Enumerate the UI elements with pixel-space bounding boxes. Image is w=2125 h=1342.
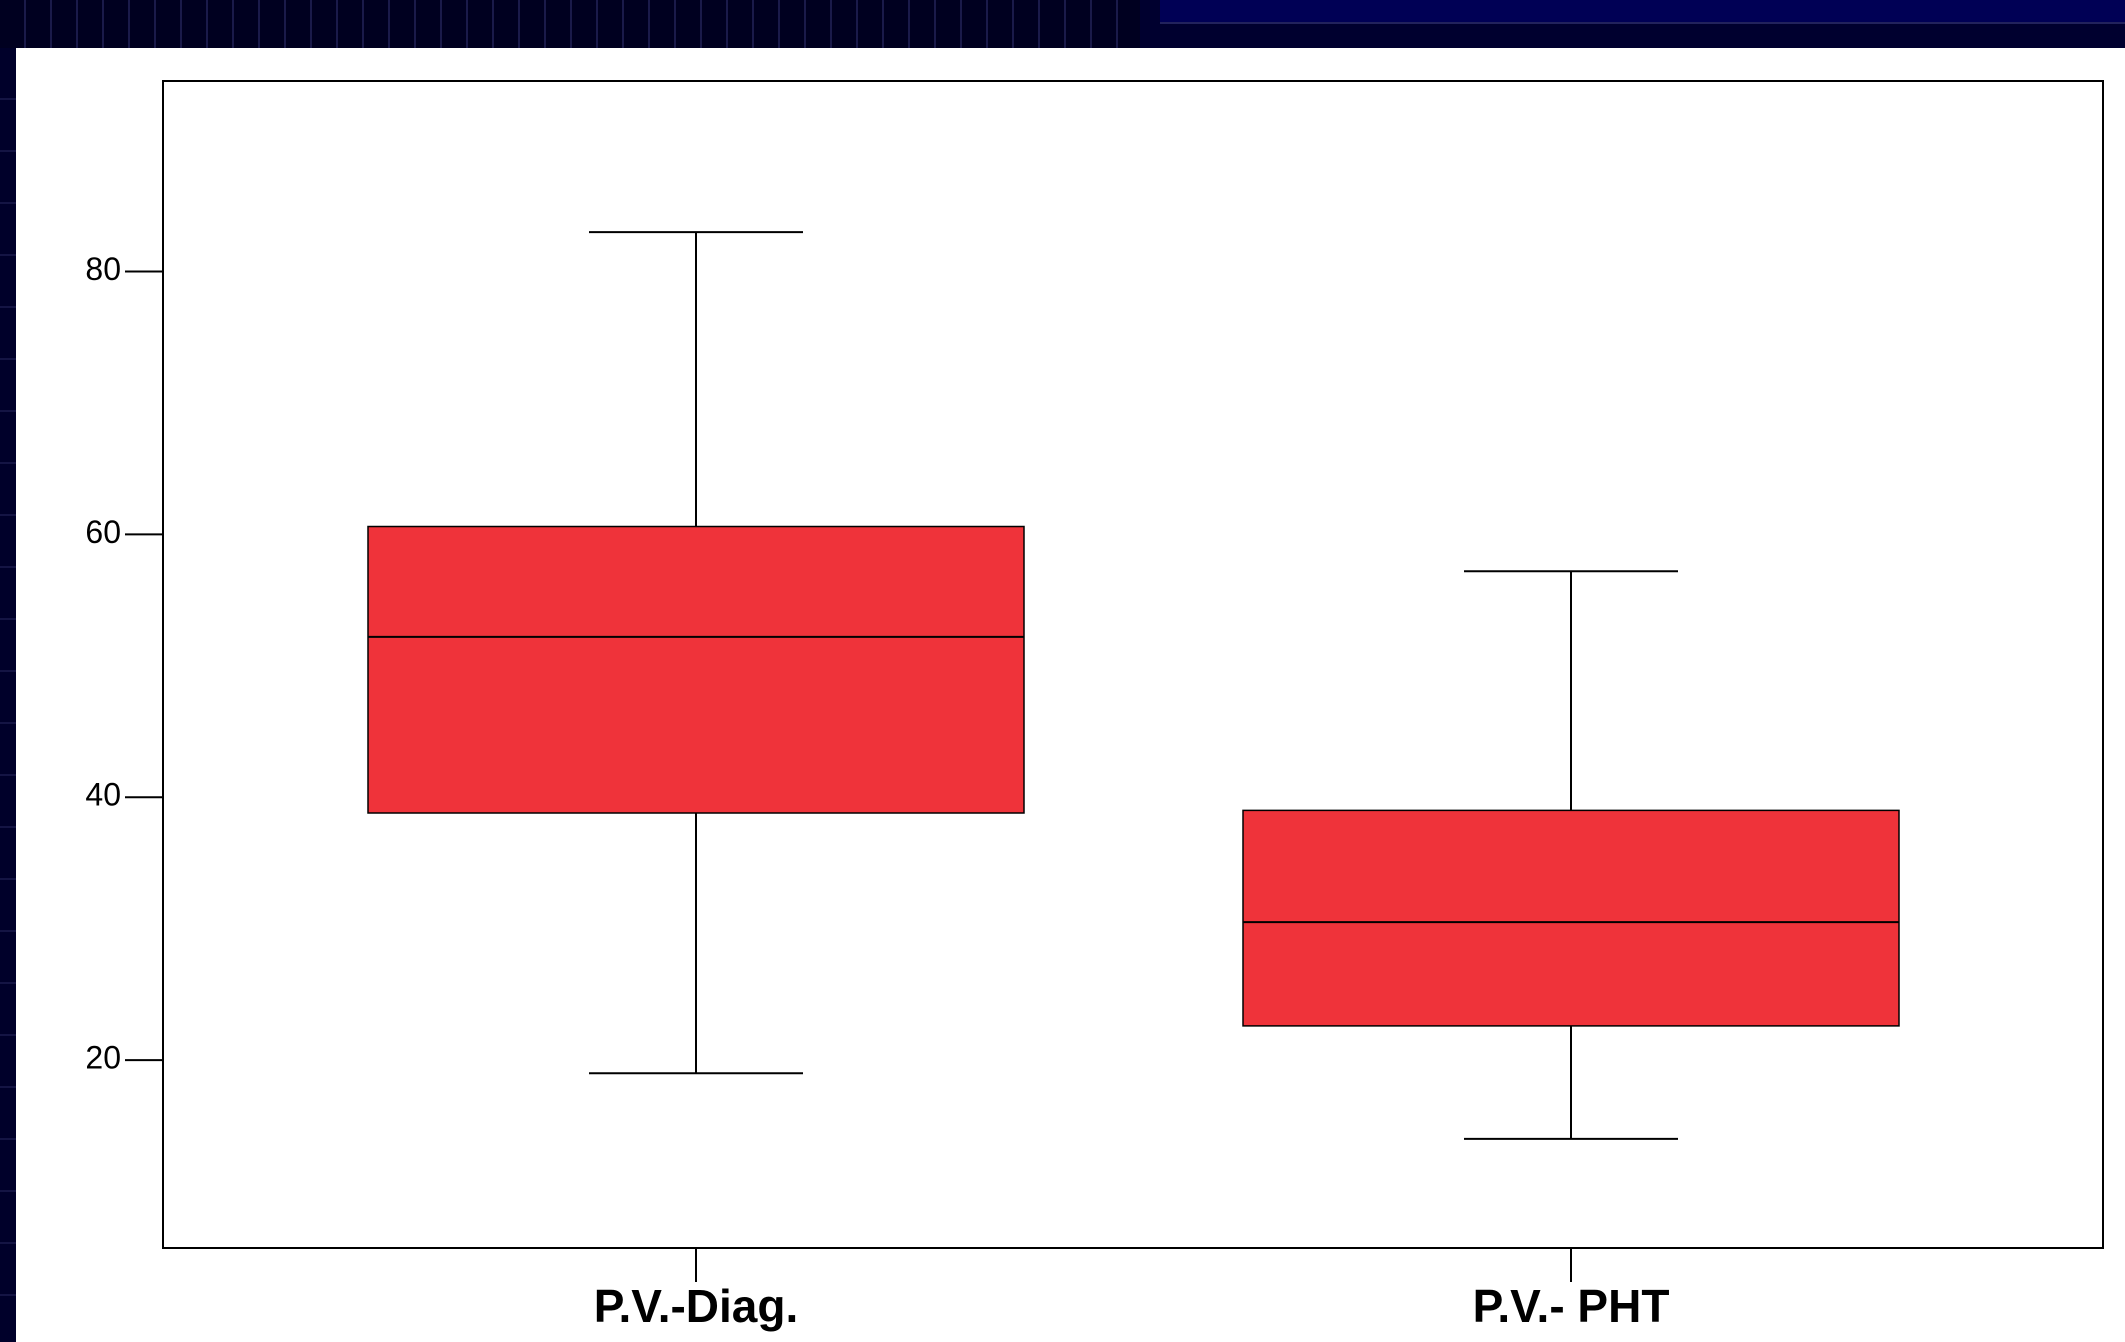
y-tick-label: 40 [85,777,121,813]
decorative-header-bar [1160,0,2125,24]
y-tick-label: 80 [85,251,121,287]
decorative-header-stripes [0,0,1140,48]
y-axis: 20 40 60 80 [85,251,163,1076]
box-group [1242,570,1900,1140]
y-tick-label: 20 [85,1040,121,1076]
x-axis: P.V.-Diag. P.V.- PHT [594,1248,1670,1332]
box-group [367,231,1025,1075]
decorative-left-edge [0,48,16,1342]
x-category-label: P.V.-Diag. [594,1280,799,1332]
iqr-box [367,525,1025,814]
y-tick-label: 60 [85,514,121,550]
boxes [367,231,1900,1140]
x-category-label: P.V.- PHT [1473,1280,1670,1332]
iqr-box [1242,809,1900,1027]
